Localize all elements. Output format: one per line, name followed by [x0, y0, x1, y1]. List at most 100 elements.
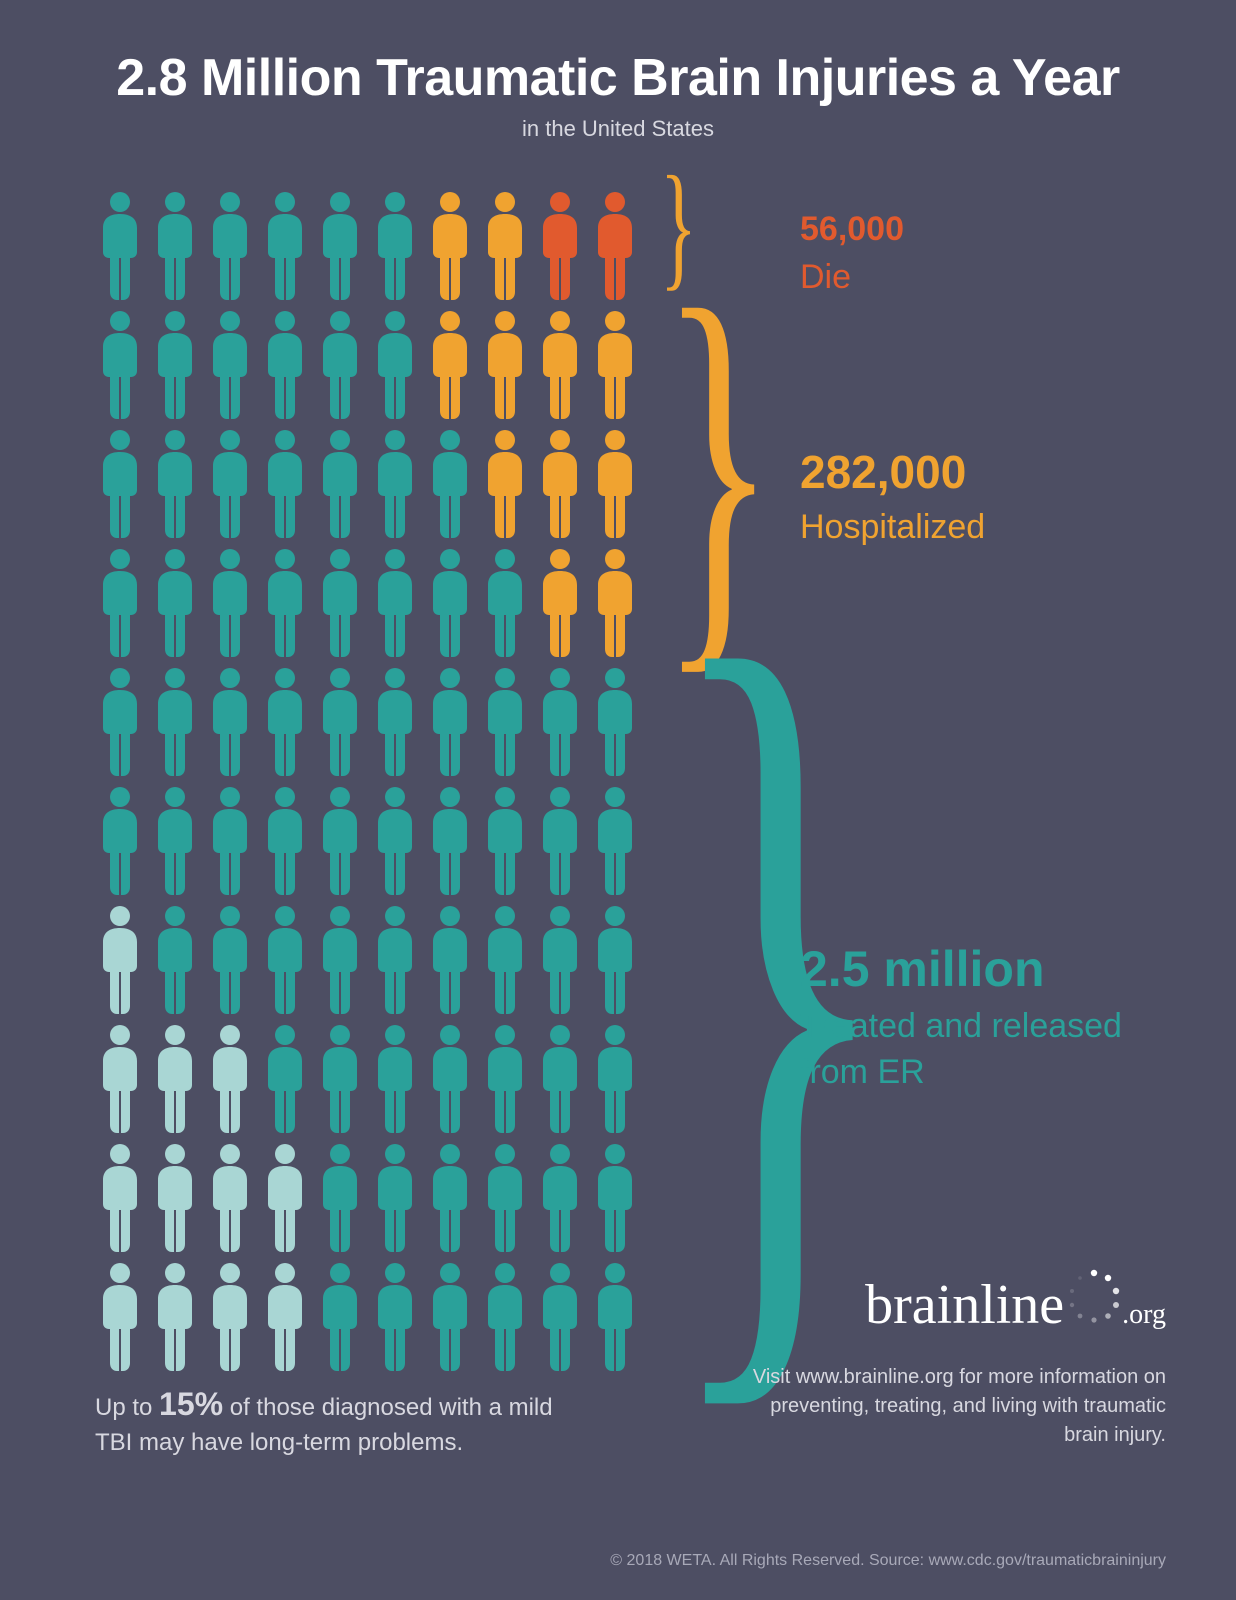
person-icon	[260, 428, 310, 538]
person-icon	[590, 309, 640, 419]
person-icon	[370, 1023, 420, 1133]
person-icon	[425, 1142, 475, 1257]
person-icon	[370, 547, 420, 662]
person-icon	[370, 1261, 420, 1371]
person-icon	[315, 190, 365, 305]
person-icon	[590, 904, 640, 1014]
person-icon	[370, 666, 420, 776]
person-icon	[315, 1023, 365, 1133]
person-icon	[205, 1023, 255, 1138]
person-icon	[480, 785, 530, 895]
person-icon	[150, 1261, 200, 1376]
person-icon	[590, 428, 640, 543]
person-icon	[425, 666, 475, 781]
person-icon	[150, 190, 200, 305]
person-icon	[480, 428, 530, 538]
person-icon	[205, 190, 255, 305]
person-icon	[315, 904, 365, 1019]
person-icon	[590, 1261, 640, 1376]
person-icon	[480, 190, 530, 305]
person-icon	[150, 1023, 200, 1133]
person-icon	[95, 666, 145, 776]
person-icon	[370, 309, 420, 419]
person-icon	[150, 1023, 200, 1138]
person-icon	[205, 785, 255, 895]
person-icon	[315, 785, 365, 900]
person-icon	[425, 1261, 475, 1376]
person-icon	[205, 1261, 255, 1371]
person-icon	[95, 190, 145, 305]
person-icon	[315, 904, 365, 1014]
person-icon	[260, 1023, 310, 1138]
person-icon	[315, 1023, 365, 1138]
person-icon	[425, 904, 475, 1014]
person-icon	[480, 547, 530, 657]
person-icon	[535, 785, 585, 895]
logo: brainline .org	[746, 1267, 1166, 1345]
person-icon	[205, 547, 255, 657]
person-icon	[425, 190, 475, 305]
person-icon	[535, 309, 585, 419]
person-icon	[590, 309, 640, 424]
person-icon	[95, 1142, 145, 1252]
person-icon	[205, 309, 255, 424]
person-icon	[260, 1142, 310, 1252]
person-icon	[425, 428, 475, 543]
person-icon	[480, 1023, 530, 1138]
person-icon	[95, 904, 145, 1014]
person-icon	[95, 1142, 145, 1257]
person-icon	[535, 904, 585, 1014]
person-icon	[315, 666, 365, 776]
person-icon	[425, 309, 475, 419]
footnote: Up to 15% of those diagnosed with a mild…	[95, 1382, 595, 1460]
people-row	[95, 1261, 645, 1376]
copyright: © 2018 WETA. All Rights Reserved. Source…	[610, 1552, 1166, 1570]
person-icon	[95, 190, 145, 300]
person-icon	[480, 666, 530, 776]
person-icon	[95, 1023, 145, 1133]
person-icon	[370, 1261, 420, 1376]
person-icon	[370, 428, 420, 543]
person-icon	[150, 428, 200, 538]
person-icon	[205, 785, 255, 900]
person-icon	[95, 547, 145, 657]
person-icon	[425, 785, 475, 900]
person-icon	[315, 666, 365, 781]
person-icon	[480, 1142, 530, 1252]
person-icon	[150, 904, 200, 1019]
person-icon	[535, 428, 585, 538]
header: 2.8 Million Traumatic Brain Injuries a Y…	[0, 0, 1236, 142]
person-icon	[260, 785, 310, 895]
person-icon	[205, 309, 255, 419]
footnote-prefix: Up to	[95, 1394, 159, 1421]
person-icon	[480, 309, 530, 419]
person-icon	[535, 785, 585, 900]
person-icon	[425, 190, 475, 300]
person-icon	[150, 190, 200, 300]
person-icon	[370, 904, 420, 1019]
people-row	[95, 785, 645, 900]
person-icon	[95, 1023, 145, 1138]
person-icon	[205, 547, 255, 662]
person-icon	[590, 785, 640, 900]
person-icon	[535, 428, 585, 543]
person-icon	[425, 1261, 475, 1371]
person-icon	[150, 547, 200, 662]
people-row	[95, 428, 645, 543]
person-icon	[535, 666, 585, 776]
person-icon	[370, 785, 420, 895]
person-icon	[590, 904, 640, 1019]
person-icon	[590, 1261, 640, 1371]
person-icon	[260, 547, 310, 657]
person-icon	[480, 428, 530, 543]
logo-name: brainline	[865, 1273, 1064, 1337]
person-icon	[425, 428, 475, 538]
person-icon	[535, 190, 585, 305]
person-icon	[260, 666, 310, 776]
person-icon	[315, 1142, 365, 1252]
people-row	[95, 309, 645, 424]
person-icon	[205, 666, 255, 781]
person-icon	[425, 1142, 475, 1252]
person-icon	[535, 666, 585, 781]
person-icon	[535, 904, 585, 1019]
